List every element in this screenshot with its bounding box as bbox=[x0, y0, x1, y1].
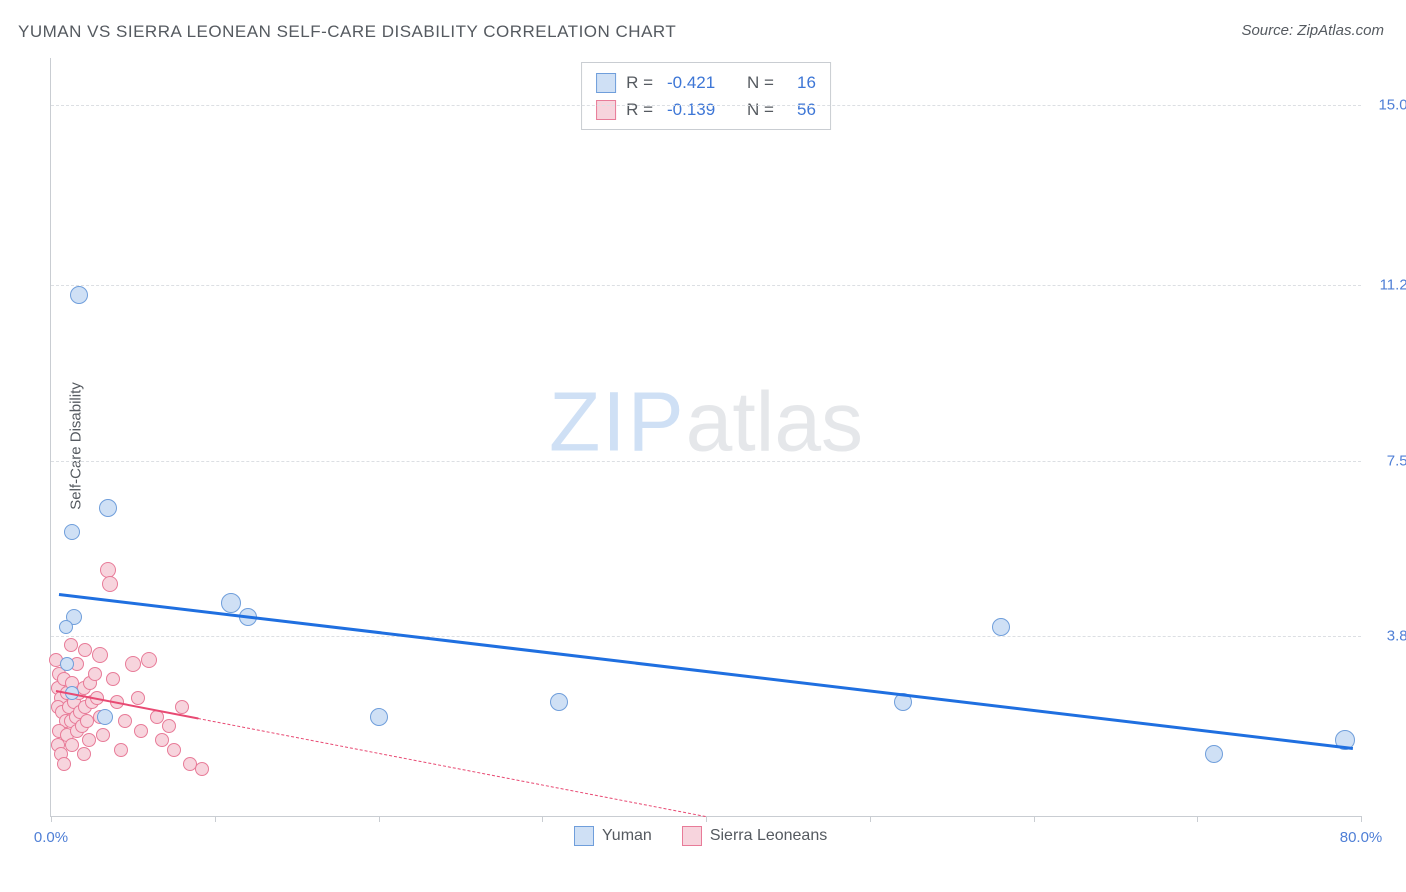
data-point bbox=[134, 724, 148, 738]
scatter-plot-area: ZIPatlas R =-0.421N =16R =-0.139N =56 3.… bbox=[50, 58, 1361, 817]
data-point bbox=[175, 700, 189, 714]
data-point bbox=[60, 657, 74, 671]
data-point bbox=[125, 656, 141, 672]
data-point bbox=[78, 643, 92, 657]
data-point bbox=[59, 620, 73, 634]
data-point bbox=[96, 728, 110, 742]
data-point bbox=[70, 286, 88, 304]
legend-label: Yuman bbox=[602, 827, 652, 845]
watermark-zip: ZIP bbox=[549, 374, 686, 468]
data-point bbox=[77, 747, 91, 761]
legend-n-value: 16 bbox=[788, 69, 816, 96]
data-point bbox=[106, 672, 120, 686]
gridline bbox=[51, 285, 1361, 286]
x-tick bbox=[51, 816, 52, 822]
data-point bbox=[64, 638, 78, 652]
watermark-atlas: atlas bbox=[686, 374, 863, 468]
x-tick bbox=[706, 816, 707, 822]
correlation-legend-box: R = -0.421 N = 16 R = -0.139 N = 56 bbox=[581, 62, 831, 130]
data-point bbox=[99, 499, 117, 517]
data-point bbox=[97, 709, 113, 725]
trend-line bbox=[59, 593, 1353, 750]
data-point bbox=[162, 719, 176, 733]
data-point bbox=[88, 667, 102, 681]
x-tick-label: 80.0% bbox=[1340, 829, 1383, 846]
trend-line bbox=[198, 718, 706, 817]
x-tick bbox=[1034, 816, 1035, 822]
legend-n-label: N = bbox=[747, 69, 774, 96]
y-tick-label: 15.0% bbox=[1367, 97, 1406, 114]
x-tick-label: 0.0% bbox=[34, 829, 68, 846]
x-tick bbox=[1361, 816, 1362, 822]
source-attribution: Source: ZipAtlas.com bbox=[1241, 22, 1384, 39]
watermark: ZIPatlas bbox=[549, 373, 863, 470]
y-tick-label: 3.8% bbox=[1367, 627, 1406, 644]
data-point bbox=[992, 618, 1010, 636]
data-point bbox=[131, 691, 145, 705]
data-point bbox=[1205, 745, 1223, 763]
legend-label: Sierra Leoneans bbox=[710, 827, 827, 845]
y-tick-label: 11.2% bbox=[1367, 277, 1406, 294]
data-point bbox=[57, 757, 71, 771]
x-tick bbox=[215, 816, 216, 822]
legend-item: Yuman bbox=[574, 826, 652, 846]
data-point bbox=[114, 743, 128, 757]
legend-row: R = -0.421 N = 16 bbox=[596, 69, 816, 96]
legend-r-label: R = bbox=[626, 96, 653, 123]
x-tick bbox=[870, 816, 871, 822]
legend-r-label: R = bbox=[626, 69, 653, 96]
legend-swatch bbox=[574, 826, 594, 846]
data-point bbox=[141, 652, 157, 668]
legend-r-value: -0.139 bbox=[667, 96, 727, 123]
gridline bbox=[51, 461, 1361, 462]
data-point bbox=[167, 743, 181, 757]
data-point bbox=[92, 647, 108, 663]
series-legend: Yuman Sierra Leoneans bbox=[574, 826, 827, 846]
gridline bbox=[51, 105, 1361, 106]
data-point bbox=[221, 593, 241, 613]
data-point bbox=[102, 576, 118, 592]
x-tick bbox=[1197, 816, 1198, 822]
data-point bbox=[80, 714, 94, 728]
legend-r-value: -0.421 bbox=[667, 69, 727, 96]
legend-swatch bbox=[596, 73, 616, 93]
data-point bbox=[82, 733, 96, 747]
gridline bbox=[51, 636, 1361, 637]
data-point bbox=[64, 524, 80, 540]
data-point bbox=[195, 762, 209, 776]
data-point bbox=[550, 693, 568, 711]
data-point bbox=[118, 714, 132, 728]
legend-item: Sierra Leoneans bbox=[682, 826, 827, 846]
legend-n-label: N = bbox=[747, 96, 774, 123]
chart-title: YUMAN VS SIERRA LEONEAN SELF-CARE DISABI… bbox=[18, 22, 676, 42]
legend-swatch bbox=[682, 826, 702, 846]
y-tick-label: 7.5% bbox=[1367, 452, 1406, 469]
legend-swatch bbox=[596, 100, 616, 120]
legend-n-value: 56 bbox=[788, 96, 816, 123]
x-tick bbox=[542, 816, 543, 822]
data-point bbox=[370, 708, 388, 726]
legend-row: R = -0.139 N = 56 bbox=[596, 96, 816, 123]
x-tick bbox=[379, 816, 380, 822]
